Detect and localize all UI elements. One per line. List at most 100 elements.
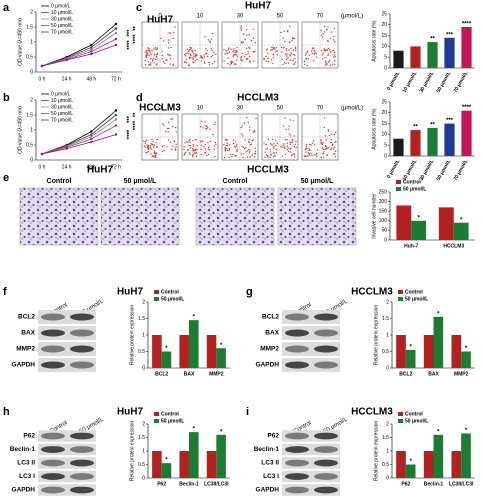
legend-label: 70 μmol/L xyxy=(51,117,73,123)
legend-swatch xyxy=(154,290,159,294)
x-tick-label: 0 μmol/L xyxy=(386,71,401,92)
y-tick-label: 200 xyxy=(379,199,388,205)
blot-strip xyxy=(282,470,340,483)
blot-band xyxy=(41,329,65,337)
protein-label: GAPDH xyxy=(12,362,36,369)
bar xyxy=(396,335,406,368)
y-tick-label: 1 xyxy=(30,39,33,45)
significance: * xyxy=(165,458,168,464)
series-line xyxy=(41,134,117,155)
flow-events xyxy=(263,117,297,159)
y-tick-label: 0.5 xyxy=(26,142,33,148)
flow-events xyxy=(183,120,217,158)
significance: **** xyxy=(462,105,472,111)
x-tick-label: LC3II/LC3I xyxy=(449,481,474,487)
bar xyxy=(405,349,416,368)
y-tick-label: 20 xyxy=(381,22,387,28)
legend-swatch xyxy=(154,419,159,423)
bar xyxy=(423,335,434,368)
x-tick-label: BCL2 xyxy=(155,371,168,377)
flow-concentration: 10 xyxy=(197,106,204,112)
y-tick-label: 1.5 xyxy=(26,112,33,118)
legend-swatch xyxy=(398,297,403,301)
legend-label: 50 μmol/L xyxy=(403,186,426,192)
flow-events xyxy=(183,32,217,67)
x-tick-label: 48 h xyxy=(86,76,96,82)
flow-concentration: 30 xyxy=(237,106,244,112)
legend-label: 50 μmol/L xyxy=(405,418,428,424)
significance: * xyxy=(220,429,223,435)
legend-swatch xyxy=(398,412,403,416)
y-tick-label: 25 xyxy=(381,99,387,105)
panel-letter: b xyxy=(3,92,10,104)
flow-concentration: 0 xyxy=(158,106,162,112)
micrograph xyxy=(19,187,99,246)
significance: ** xyxy=(413,125,418,131)
bar xyxy=(461,110,472,156)
image-label: Control xyxy=(47,178,72,185)
flow-title: HCCLM3 xyxy=(237,93,279,104)
blot-band xyxy=(314,361,338,369)
flow-concentration: 10 xyxy=(197,14,204,20)
blot-strip xyxy=(38,310,96,324)
blot-strip xyxy=(282,310,340,324)
bar xyxy=(206,335,217,368)
protein-label: BCL2 xyxy=(262,314,279,321)
protein-label: GAPDH xyxy=(256,362,280,369)
blot-title: HCCLM3 xyxy=(351,407,393,418)
x-tick-label: 0 h xyxy=(39,164,46,170)
significance: *** xyxy=(122,29,128,37)
significance: * xyxy=(165,346,168,352)
legend-label: 50 μmol/L xyxy=(161,296,184,302)
legend-swatch xyxy=(154,412,159,416)
data-point xyxy=(90,130,93,133)
y-tick-label: 1.5 xyxy=(382,435,389,441)
blot-strip xyxy=(38,443,96,456)
protein-label: LC3 II xyxy=(261,460,279,467)
y-tick-label: 15 xyxy=(381,121,387,127)
x-tick-label: 72 h xyxy=(111,76,121,82)
blot-strip xyxy=(38,484,96,496)
x-tick-label: BAX xyxy=(428,371,439,377)
data-point xyxy=(114,43,118,47)
protein-label: LC3 I xyxy=(263,473,279,480)
bar xyxy=(410,130,421,156)
bar xyxy=(206,451,217,478)
protein-label: MMP2 xyxy=(16,346,35,353)
panel-letter: d xyxy=(136,92,143,104)
significance: * xyxy=(418,215,421,221)
legend-label: 70 μmol/L xyxy=(51,29,73,35)
bar xyxy=(396,451,406,478)
legend-swatch xyxy=(154,297,159,301)
legend-label: 10 μmol/L xyxy=(51,98,73,104)
y-tick-label: 2 xyxy=(386,421,389,427)
y-tick-label: 0 xyxy=(384,65,387,71)
series-line xyxy=(41,32,117,67)
x-tick-label: 24 h xyxy=(62,76,72,82)
legend-swatch xyxy=(398,290,403,294)
blot-strip xyxy=(282,326,340,340)
image-label: Control xyxy=(223,178,248,185)
bar xyxy=(216,348,226,368)
bar xyxy=(152,335,162,368)
flow-events xyxy=(223,25,256,66)
x-tick-label: 0 μmol/L xyxy=(386,159,401,180)
y-tick-label: 2 xyxy=(30,9,33,15)
protein-label: P62 xyxy=(267,433,279,440)
significance: **** xyxy=(128,121,134,131)
data-point xyxy=(40,152,44,156)
y-tick-label: 1.5 xyxy=(26,24,33,30)
micrograph xyxy=(100,187,180,246)
y-tick-label: 5 xyxy=(384,143,387,149)
series-line xyxy=(41,44,117,67)
bar xyxy=(161,351,172,368)
bar xyxy=(423,451,434,478)
protein-label: GAPDH xyxy=(12,487,36,494)
legend-label: 50 μmol/L xyxy=(51,23,73,29)
flow-unit: (μmol/L) xyxy=(341,14,363,20)
blot-band xyxy=(41,473,65,480)
data-point xyxy=(114,118,118,121)
blot-band xyxy=(41,486,65,494)
flow-unit: (μmol/L) xyxy=(341,106,363,112)
panel-letter: c xyxy=(136,2,142,14)
